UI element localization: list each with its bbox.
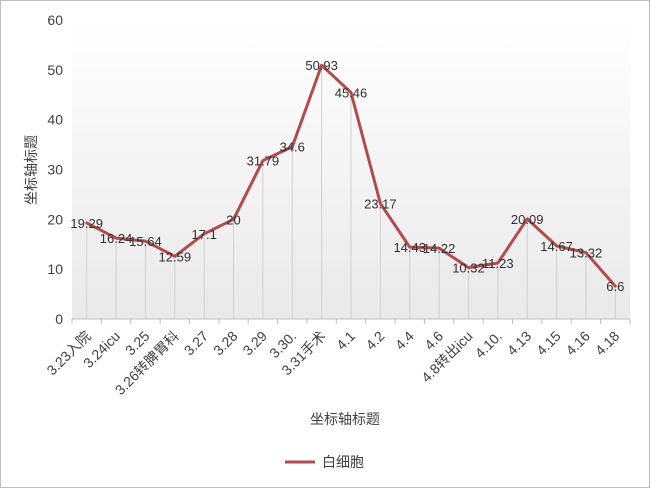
data-label: 6.6 xyxy=(606,279,624,294)
x-tick-label: 4.13 xyxy=(504,328,535,359)
data-label: 14.22 xyxy=(423,241,456,256)
x-tick-label: 3.28 xyxy=(210,328,241,359)
x-tick-label: 4.18 xyxy=(592,328,623,359)
y-tick-label: 40 xyxy=(47,112,63,128)
data-label: 12.59 xyxy=(159,249,192,264)
legend-label: 白细胞 xyxy=(322,455,364,471)
data-label: 50.93 xyxy=(305,58,338,73)
x-tick-label: 4.15 xyxy=(533,328,564,359)
x-axis-title: 坐标轴标题 xyxy=(310,412,380,428)
data-label: 23.17 xyxy=(364,197,397,212)
data-label: 20 xyxy=(226,212,240,227)
x-tick-label: 3.29 xyxy=(239,328,270,359)
x-tick-label: 4.10. xyxy=(472,328,505,361)
drop-lines xyxy=(86,65,616,319)
y-axis-title: 坐标轴标题 xyxy=(24,135,40,205)
y-tick-label: 30 xyxy=(47,162,63,178)
data-label: 15.64 xyxy=(129,234,162,249)
data-label: 14.43 xyxy=(393,240,426,255)
x-tick-label: 4.16 xyxy=(562,328,593,359)
y-tick-label: 20 xyxy=(47,211,63,227)
x-tick-label: 3.27 xyxy=(181,328,212,359)
data-label: 13.32 xyxy=(570,246,603,261)
y-tick-label: 50 xyxy=(47,62,63,78)
y-axis: 0 10 20 30 40 50 60 xyxy=(47,12,63,327)
x-tick-label: 4.1 xyxy=(333,328,358,353)
legend: 白细胞 xyxy=(285,455,364,471)
x-axis: 3.23入院3.24icu3.253.26转脾胃科3.273.283.293.3… xyxy=(43,319,631,398)
data-label: 17.1 xyxy=(192,227,217,242)
y-tick-label: 60 xyxy=(47,12,63,28)
data-label: 14.67 xyxy=(540,239,573,254)
data-label: 34.6 xyxy=(280,140,305,155)
data-label: 11.23 xyxy=(482,256,514,271)
y-tick-label: 0 xyxy=(55,311,63,327)
series-line-白细胞 xyxy=(85,63,617,288)
y-tick-label: 10 xyxy=(47,261,63,277)
data-label: 20.09 xyxy=(511,212,544,227)
data-label: 45.46 xyxy=(335,85,368,100)
x-tick-label: 4.4 xyxy=(392,328,417,353)
data-label: 31.79 xyxy=(247,154,280,169)
data-label: 16.24 xyxy=(100,231,133,246)
data-label: 19.29 xyxy=(70,216,103,231)
x-tick-label: 4.2 xyxy=(362,328,387,353)
data-label: 10.32 xyxy=(452,261,485,276)
